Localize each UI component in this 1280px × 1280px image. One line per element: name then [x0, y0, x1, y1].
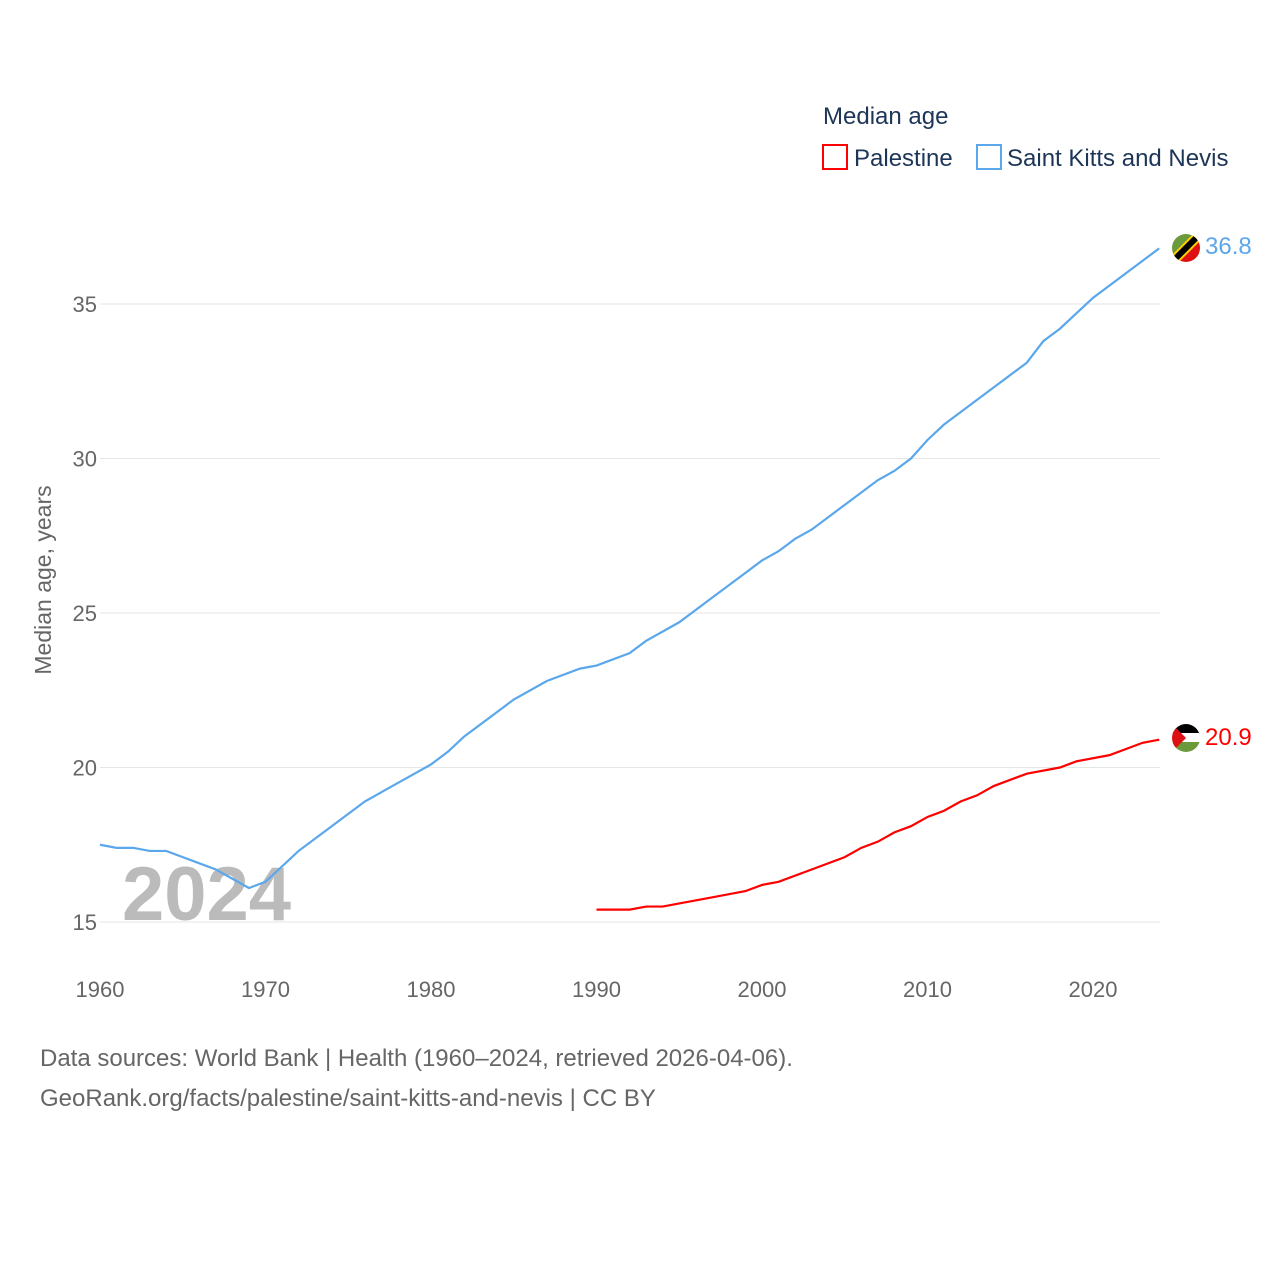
legend-label: Palestine	[854, 145, 953, 172]
footer-link[interactable]: GeoRank.org/facts/palestine/saint-kitts-…	[40, 1085, 656, 1112]
legend-label: Saint Kitts and Nevis	[1007, 145, 1228, 172]
series-line-palestine[interactable]	[596, 738, 1160, 911]
legend-item-palestine[interactable]: Palestine	[822, 144, 953, 172]
series-line-saint-kitts-and-nevis[interactable]	[99, 247, 1160, 890]
end-value-label-saint-kitts: 36.8	[1205, 233, 1252, 260]
x-tick-label: 1960	[76, 977, 125, 1002]
palestine-flag-icon	[1172, 724, 1200, 752]
y-tick-label: 25	[73, 601, 97, 626]
x-tick-label: 2020	[1069, 977, 1118, 1002]
x-tick-label: 1980	[407, 977, 456, 1002]
legend-swatch	[822, 144, 848, 170]
y-tick-label: 15	[73, 910, 97, 935]
footer-sources: Data sources: World Bank | Health (1960–…	[40, 1045, 793, 1072]
legend-title: Median age	[823, 103, 948, 130]
x-tick-label: 2010	[903, 977, 952, 1002]
x-tick-label: 2000	[738, 977, 787, 1002]
y-tick-label: 20	[73, 756, 97, 781]
y-tick-label: 30	[73, 447, 97, 472]
y-axis-label: Median age, years	[30, 485, 56, 674]
x-tick-label: 1970	[241, 977, 290, 1002]
saint-kitts-and-nevis-flag-icon	[1172, 234, 1200, 262]
x-tick-label: 1990	[572, 977, 621, 1002]
legend-item-saint-kitts-and-nevis[interactable]: Saint Kitts and Nevis	[976, 144, 1228, 172]
end-value-label-palestine: 20.9	[1205, 724, 1252, 751]
y-tick-label: 35	[73, 292, 97, 317]
legend-swatch	[976, 144, 1002, 170]
year-watermark: 2024	[122, 852, 291, 937]
